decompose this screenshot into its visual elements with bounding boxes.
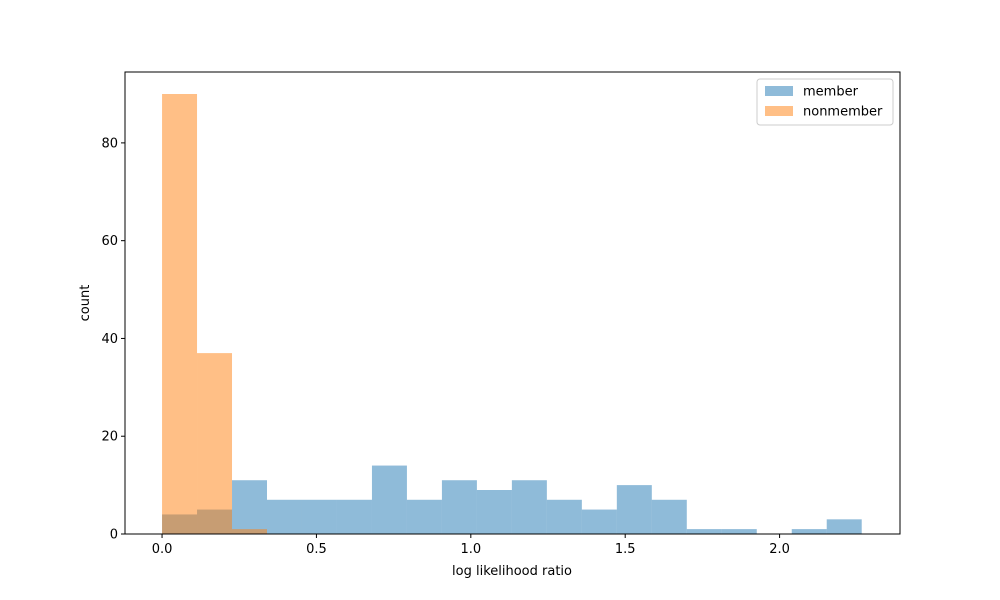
- bar-member-19: [826, 519, 862, 534]
- plot-frame: [124, 71, 901, 535]
- bar-nonmember-0: [162, 94, 198, 534]
- y-tick-label: 80: [101, 136, 118, 151]
- bar-nonmember-2: [232, 529, 267, 534]
- legend-label-member: member: [803, 85, 859, 100]
- bar-member-18: [791, 529, 827, 534]
- legend: member nonmember: [756, 78, 894, 126]
- y-tick-label: 0: [110, 528, 118, 543]
- bar-member-4: [301, 499, 337, 534]
- bar-member-15: [686, 529, 722, 534]
- bar-member-3: [267, 499, 302, 534]
- y-tick-label: 60: [101, 234, 118, 249]
- x-axis-label: log likelihood ratio: [452, 564, 572, 579]
- legend-swatch-nonmember: [765, 106, 793, 116]
- plot-background: [125, 72, 900, 534]
- bar-member-13: [616, 485, 652, 534]
- legend-label-nonmember: nonmember: [803, 105, 883, 120]
- y-tick-label: 20: [101, 430, 118, 445]
- bar-member-14: [651, 499, 687, 534]
- y-tick-label: 40: [101, 332, 118, 347]
- bar-member-16: [721, 529, 757, 534]
- bars-layer: [162, 94, 862, 534]
- bar-member-6: [371, 465, 407, 534]
- bar-member-10: [511, 480, 547, 534]
- x-tick-label: 0.5: [306, 542, 327, 557]
- bar-nonmember-1: [197, 353, 233, 534]
- bar-member-2: [232, 480, 267, 534]
- bar-member-12: [581, 509, 617, 534]
- y-axis-label: count: [78, 285, 93, 322]
- x-tick-label: 1.0: [460, 542, 481, 557]
- x-tick-label: 1.5: [615, 542, 636, 557]
- bar-member-9: [476, 490, 512, 534]
- x-axis-ticks: 0.0 0.5 1.0 1.5 2.0: [152, 534, 790, 557]
- x-tick-label: 0.0: [152, 542, 173, 557]
- x-tick-label: 2.0: [769, 542, 790, 557]
- bar-member-7: [406, 499, 442, 534]
- y-axis-ticks: 0 20 40 60 80: [101, 136, 125, 543]
- bar-member-11: [546, 499, 582, 534]
- bar-member-5: [336, 499, 372, 534]
- legend-swatch-member: [765, 86, 793, 96]
- bar-member-8: [441, 480, 477, 534]
